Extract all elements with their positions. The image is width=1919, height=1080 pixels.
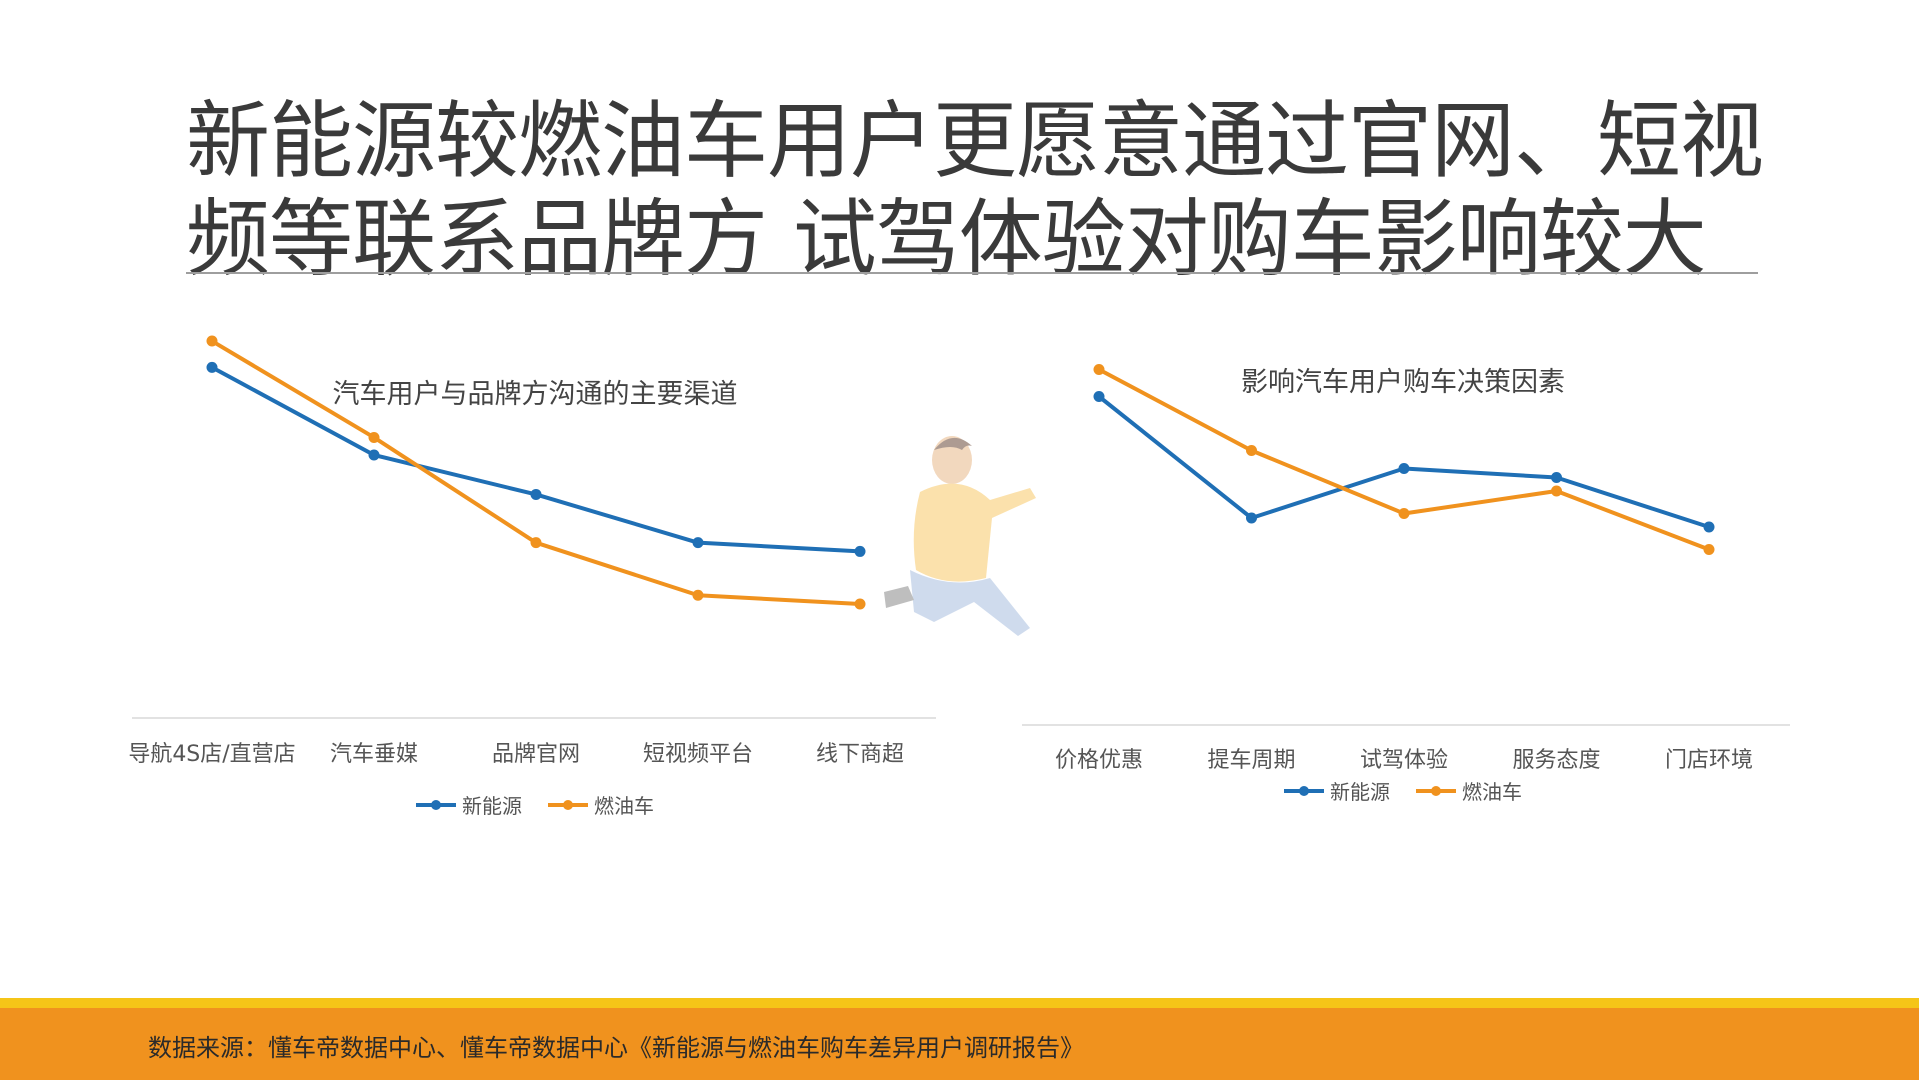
footer-stripe [0, 998, 1919, 1008]
factors-x-tick-label: 价格优惠 [1055, 748, 1143, 773]
channels-point-fuel [692, 589, 704, 601]
legend-swatch-fuel [548, 799, 588, 810]
factors-x-tick-label: 试驾体验 [1360, 748, 1448, 773]
channels-point-new-energy [854, 545, 866, 557]
factors-x-tick-label: 服务态度 [1512, 748, 1600, 773]
factors-point-new-energy [1398, 463, 1410, 474]
channels-point-new-energy [692, 537, 704, 549]
title-divider [186, 272, 1758, 274]
legend-swatch-fuel [1416, 785, 1456, 796]
channels-point-new-energy [368, 449, 380, 461]
legend-swatch-new-energy [1284, 785, 1324, 796]
decision-factors-chart-legend: 新能源 燃油车 [1284, 776, 1522, 805]
factors-point-fuel [1093, 364, 1105, 375]
factors-point-fuel [1703, 544, 1715, 555]
channels-x-tick-label: 导航4S店/直营店 [128, 742, 295, 767]
legend-label-new-energy: 新能源 [462, 794, 522, 818]
channels-point-new-energy [530, 488, 542, 500]
factors-point-fuel [1551, 485, 1562, 497]
factors-point-new-energy [1246, 512, 1257, 524]
channels-chart-title: 汽车用户与品牌方沟通的主要渠道 [332, 379, 738, 410]
legend-label-new-energy: 新能源 [1330, 780, 1390, 804]
decision-factors-chart-title: 影响汽车用户购车决策因素 [1241, 367, 1565, 398]
channels-point-fuel [854, 598, 866, 610]
factors-series-line-fuel [1098, 367, 1710, 552]
factors-point-fuel [1398, 508, 1410, 519]
factors-point-new-energy [1093, 391, 1105, 402]
legend-item-fuel: 燃油车 [548, 790, 654, 819]
legend-item-new-energy: 新能源 [416, 790, 522, 819]
channels-x-tick-label: 短视频平台 [643, 742, 753, 767]
factors-point-new-energy [1551, 472, 1562, 483]
legend-label-fuel: 燃油车 [1462, 780, 1522, 804]
legend-item-new-energy: 新能源 [1284, 776, 1390, 805]
channels-point-fuel [206, 335, 218, 347]
channels-x-tick-label: 品牌官网 [492, 742, 580, 767]
channels-point-fuel [530, 537, 542, 549]
factors-point-new-energy [1703, 521, 1715, 533]
factors-x-tick-label: 提车周期 [1207, 748, 1295, 773]
channels-chart-legend: 新能源 燃油车 [416, 790, 654, 819]
factors-x-tick-label: 门店环境 [1665, 748, 1753, 773]
footer-bar: 数据来源：懂车帝数据中心、懂车帝数据中心《新能源与燃油车购车差异用户调研报告》 [0, 1008, 1919, 1080]
legend-swatch-new-energy [416, 799, 456, 810]
channels-point-new-energy [206, 361, 218, 373]
page-title: 新能源较燃油车用户更愿意通过官网、短视 频等联系品牌方 试驾体验对购车影响较大 [186, 92, 1766, 288]
channels-point-fuel [368, 431, 380, 443]
page-title-line-2: 频等联系品牌方 试驾体验对购车影响较大 [186, 190, 1707, 288]
page-title-line-1: 新能源较燃油车用户更愿意通过官网、短视 [186, 92, 1764, 190]
running-person-illustration [884, 436, 1036, 636]
channels-x-tick-label: 汽车垂媒 [330, 742, 418, 767]
factors-point-fuel [1246, 445, 1257, 456]
source-note: 数据来源：懂车帝数据中心、懂车帝数据中心《新能源与燃油车购车差异用户调研报告》 [148, 1034, 1084, 1062]
legend-item-fuel: 燃油车 [1416, 776, 1522, 805]
legend-label-fuel: 燃油车 [594, 794, 654, 818]
channels-x-tick-label: 线下商超 [816, 742, 904, 767]
